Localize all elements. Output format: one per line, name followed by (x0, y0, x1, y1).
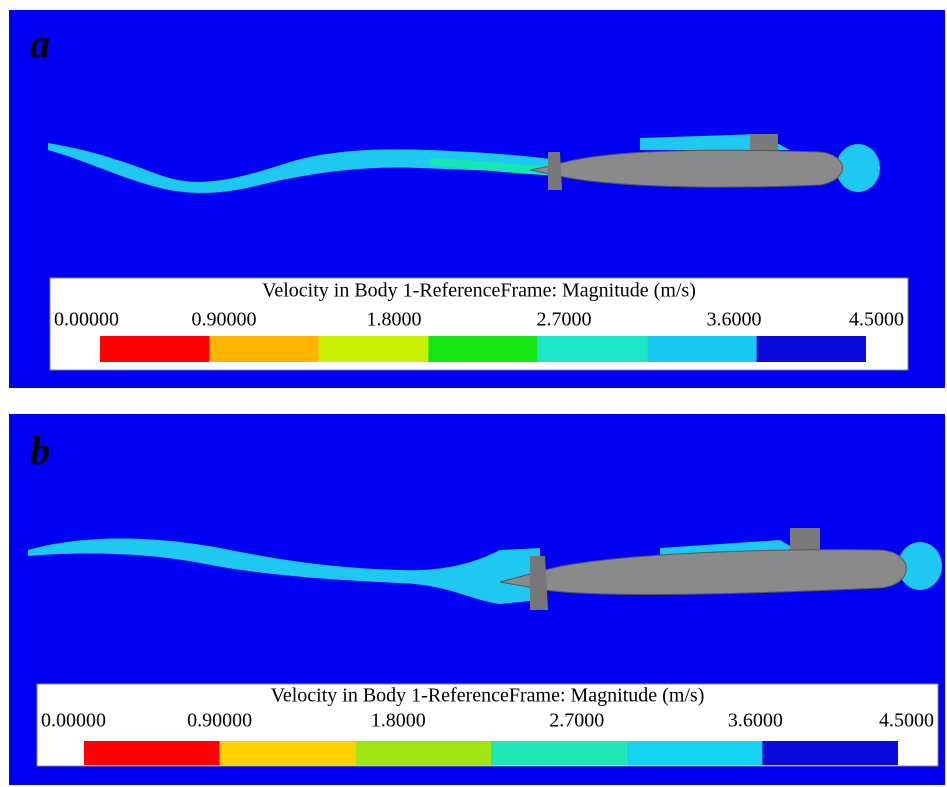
legend-title: Velocity in Body 1-ReferenceFrame: Magni… (271, 685, 705, 707)
colorbar-segment (491, 741, 627, 765)
colorbar-segment (762, 741, 898, 765)
legend-tick-label: 3.6000 (728, 710, 783, 732)
panel-a (9, 10, 945, 388)
panel-label: b (30, 428, 50, 473)
colorbar-segment (428, 336, 538, 362)
colorbar-segment (100, 336, 210, 362)
wake (48, 143, 560, 193)
colorbar-segment (537, 336, 648, 362)
wake (28, 538, 540, 604)
legend-tick-label: 4.5000 (879, 710, 934, 732)
panel-b (9, 414, 945, 785)
bow-region (836, 144, 880, 192)
colorbar-segment (626, 741, 763, 765)
panel-label: a (30, 21, 50, 66)
wake-core (430, 158, 560, 176)
legend-tick-label: 0.00000 (54, 309, 119, 331)
colorbar-segment (219, 741, 356, 765)
legend-title: Velocity in Body 1-ReferenceFrame: Magni… (262, 280, 696, 302)
rudder (530, 556, 548, 610)
legend-tick-label: 2.7000 (537, 309, 592, 331)
colorbar-segment (355, 741, 491, 765)
legend-tick-label: 1.8000 (367, 309, 422, 331)
submarine (529, 149, 843, 188)
legend-tick-label: 0.00000 (41, 710, 106, 732)
bow-region (898, 542, 942, 590)
legend-tick-label: 0.90000 (192, 309, 257, 331)
colorbar-segment (647, 336, 757, 362)
legend-tick-label: 2.7000 (549, 710, 604, 732)
colorbar-segment (756, 336, 866, 362)
colorbar-segment (318, 336, 429, 362)
submarine (499, 549, 907, 595)
colorbar-segment (84, 741, 220, 765)
legend-tick-label: 1.8000 (371, 710, 426, 732)
legend-tick-label: 4.5000 (849, 309, 904, 331)
legend-tick-label: 3.6000 (707, 309, 762, 331)
colorbar-segment (209, 336, 319, 362)
rudder (548, 152, 562, 190)
legend-tick-label: 0.90000 (187, 710, 252, 732)
